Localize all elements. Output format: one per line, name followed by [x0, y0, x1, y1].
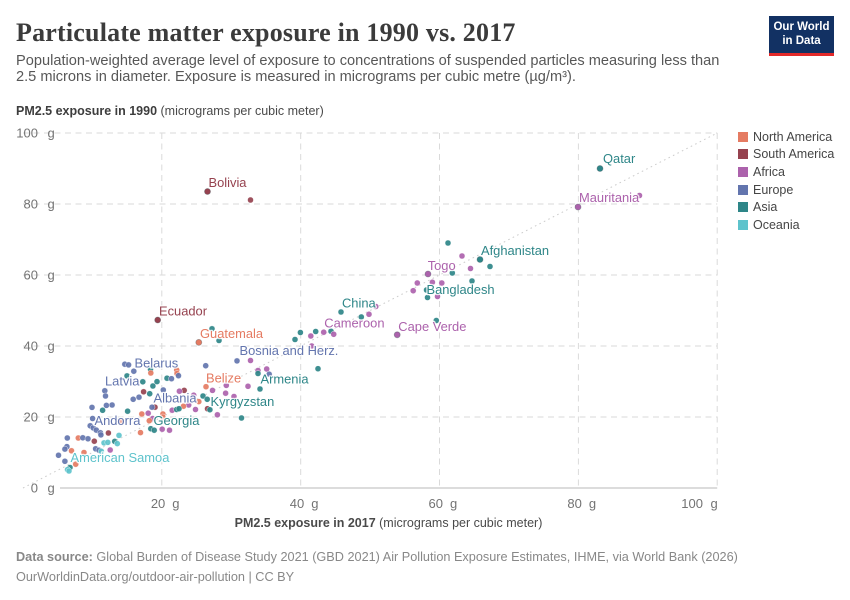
svg-text:100: 100 — [16, 126, 38, 141]
svg-text:Bolivia: Bolivia — [209, 175, 248, 190]
svg-text:100: 100 — [681, 496, 703, 511]
svg-text:Belize: Belize — [206, 371, 241, 386]
svg-text:20: 20 — [151, 496, 165, 511]
svg-text:60: 60 — [24, 268, 38, 283]
svg-text:g: g — [172, 496, 179, 511]
svg-text:Latvia: Latvia — [105, 374, 140, 389]
svg-text:g: g — [48, 126, 55, 141]
svg-text:Bangladesh: Bangladesh — [427, 282, 495, 297]
svg-text:Guatemala: Guatemala — [200, 326, 264, 341]
svg-text:20: 20 — [24, 410, 38, 425]
svg-text:Afghanistan: Afghanistan — [481, 243, 549, 258]
svg-text:Andorra: Andorra — [95, 413, 142, 428]
svg-text:40: 40 — [290, 496, 304, 511]
svg-text:Qatar: Qatar — [603, 151, 636, 166]
svg-text:40: 40 — [24, 339, 38, 354]
svg-text:0: 0 — [31, 481, 38, 496]
svg-text:g: g — [48, 268, 55, 283]
svg-text:g: g — [48, 481, 55, 496]
svg-text:g: g — [48, 197, 55, 212]
svg-text:g: g — [589, 496, 596, 511]
svg-text:Albania: Albania — [154, 391, 198, 406]
svg-text:g: g — [711, 496, 718, 511]
svg-text:80: 80 — [24, 197, 38, 212]
svg-text:Ecuador: Ecuador — [159, 303, 208, 318]
svg-text:80: 80 — [567, 496, 581, 511]
svg-text:Belarus: Belarus — [135, 356, 179, 371]
svg-text:g: g — [48, 410, 55, 425]
svg-text:Togo: Togo — [428, 258, 456, 273]
svg-text:Bosnia and Herz.: Bosnia and Herz. — [240, 343, 339, 358]
svg-text:Cape Verde: Cape Verde — [398, 319, 466, 334]
svg-text:60: 60 — [429, 496, 443, 511]
svg-text:Mauritania: Mauritania — [579, 190, 640, 205]
svg-text:Cameroon: Cameroon — [324, 316, 384, 331]
svg-text:g: g — [311, 496, 318, 511]
svg-text:g: g — [450, 496, 457, 511]
svg-text:g: g — [48, 339, 55, 354]
svg-text:China: China — [342, 296, 377, 311]
svg-text:Kyrgyzstan: Kyrgyzstan — [211, 394, 275, 409]
svg-text:Georgia: Georgia — [154, 413, 201, 428]
svg-text:American Samoa: American Samoa — [71, 450, 171, 465]
svg-text:Armenia: Armenia — [261, 372, 310, 387]
